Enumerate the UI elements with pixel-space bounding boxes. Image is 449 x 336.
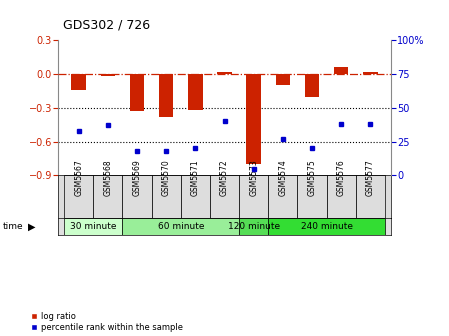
Bar <box>276 74 290 85</box>
Text: GSM5576: GSM5576 <box>337 159 346 196</box>
Text: time: time <box>2 222 23 231</box>
Text: GDS302 / 726: GDS302 / 726 <box>63 19 150 32</box>
Bar <box>247 74 261 164</box>
Bar <box>334 67 348 74</box>
Text: ▶: ▶ <box>28 221 35 232</box>
Bar <box>363 72 378 74</box>
Legend: log ratio, percentile rank within the sample: log ratio, percentile rank within the sa… <box>31 312 183 332</box>
Text: 60 minute: 60 minute <box>158 222 204 231</box>
Bar <box>152 175 181 218</box>
Bar <box>305 74 319 96</box>
Text: GSM5569: GSM5569 <box>132 159 141 196</box>
Bar <box>71 74 86 90</box>
Bar <box>93 175 123 218</box>
Text: GSM5567: GSM5567 <box>74 159 83 196</box>
Bar <box>268 218 385 235</box>
Text: GSM5577: GSM5577 <box>366 159 375 196</box>
Text: GSM5568: GSM5568 <box>103 159 112 196</box>
Text: 30 minute: 30 minute <box>70 222 117 231</box>
Text: GSM5574: GSM5574 <box>278 159 287 196</box>
Bar <box>64 175 93 218</box>
Bar <box>356 175 385 218</box>
Bar <box>210 175 239 218</box>
Bar <box>217 72 232 74</box>
Bar <box>130 74 144 111</box>
Bar <box>268 175 297 218</box>
Bar <box>326 175 356 218</box>
Text: GSM5573: GSM5573 <box>249 159 258 196</box>
Bar <box>239 218 268 235</box>
Text: 120 minute: 120 minute <box>228 222 280 231</box>
Bar <box>239 175 268 218</box>
Bar <box>181 175 210 218</box>
Bar <box>64 218 123 235</box>
Bar <box>101 74 115 76</box>
Text: 240 minute: 240 minute <box>300 222 352 231</box>
Text: GSM5572: GSM5572 <box>220 159 229 196</box>
Bar <box>297 175 326 218</box>
Text: GSM5575: GSM5575 <box>308 159 317 196</box>
Bar <box>123 218 239 235</box>
Bar <box>188 74 202 110</box>
Bar <box>159 74 173 117</box>
Text: GSM5570: GSM5570 <box>162 159 171 196</box>
Bar <box>123 175 152 218</box>
Text: GSM5571: GSM5571 <box>191 159 200 196</box>
